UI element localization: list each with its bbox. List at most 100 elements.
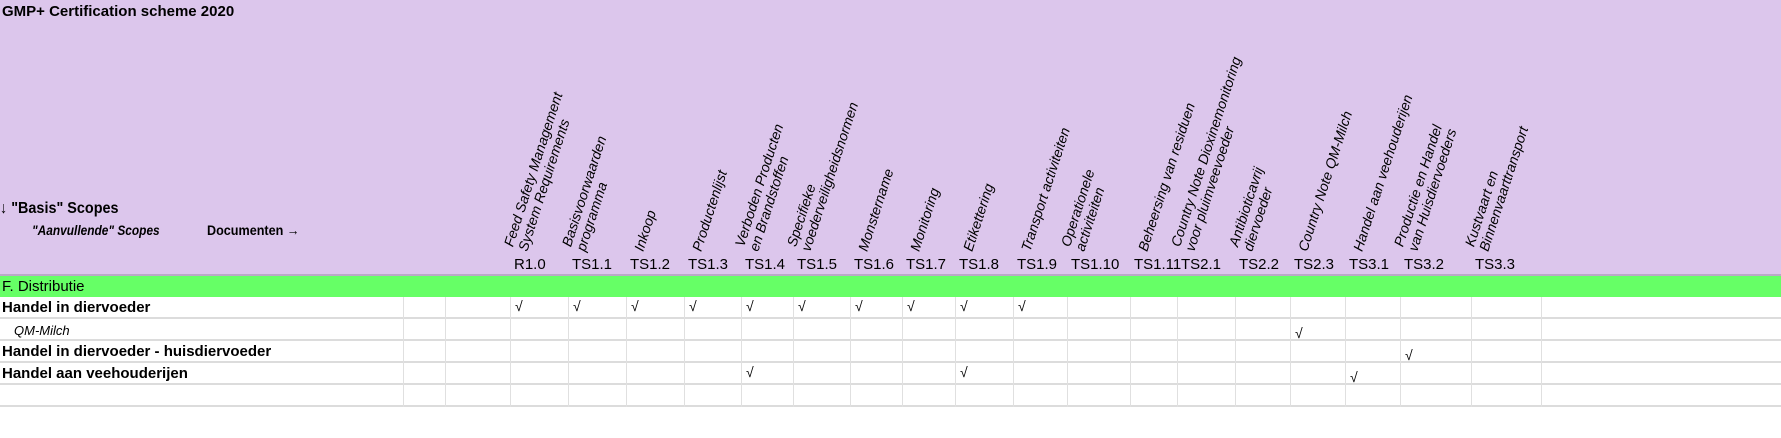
column-code[interactable]: TS1.1 xyxy=(572,256,613,273)
column-code[interactable]: TS1.5 xyxy=(797,256,838,273)
column-code[interactable]: TS1.3 xyxy=(688,256,729,273)
grid-line xyxy=(741,341,742,363)
grid-line xyxy=(902,363,903,385)
grid-line xyxy=(445,385,446,407)
grid-line xyxy=(850,385,851,407)
grid-line xyxy=(902,385,903,407)
column-code[interactable]: TS1.6 xyxy=(854,256,895,273)
grid-line xyxy=(445,319,446,341)
column-title: Etikettering xyxy=(959,181,997,253)
column-code[interactable]: TS3.2 xyxy=(1404,256,1445,273)
grid-line xyxy=(850,297,851,319)
column-code[interactable]: TS1.10 xyxy=(1071,256,1120,273)
grid-line xyxy=(403,341,404,363)
grid-line xyxy=(445,297,446,319)
check-mark[interactable]: √ xyxy=(573,298,581,314)
grid-line xyxy=(510,319,511,341)
row-label[interactable]: Handel in diervoeder xyxy=(2,299,151,316)
column-title: Operationele activiteiten xyxy=(1057,167,1108,253)
check-mark[interactable]: √ xyxy=(960,364,968,380)
column-code[interactable]: TS1.2 xyxy=(630,256,671,273)
row-label[interactable]: Handel in diervoeder - huisdiervoeder xyxy=(2,343,272,360)
grid-line xyxy=(902,297,903,319)
table-row: QM-Milch √ xyxy=(0,319,1781,341)
row-label[interactable]: Handel aan veehouderijen xyxy=(2,365,188,382)
grid-line xyxy=(1345,363,1346,385)
grid-line xyxy=(1177,341,1178,363)
basis-scopes-label: ↓ "Basis" Scopes xyxy=(0,200,119,217)
grid-line xyxy=(955,297,956,319)
grid-line xyxy=(445,363,446,385)
check-mark[interactable]: √ xyxy=(1018,298,1026,314)
check-mark[interactable]: √ xyxy=(907,298,915,314)
grid-line xyxy=(510,341,511,363)
column-code[interactable]: TS1.4 xyxy=(745,256,786,273)
check-mark[interactable]: √ xyxy=(855,298,863,314)
check-mark[interactable]: √ xyxy=(746,298,754,314)
grid-line xyxy=(955,385,956,407)
column-code[interactable]: TS1.11 xyxy=(1134,256,1182,273)
grid-line xyxy=(403,319,404,341)
grid-line xyxy=(403,363,404,385)
grid-line xyxy=(1541,297,1542,319)
grid-line xyxy=(626,385,627,407)
column-code[interactable]: TS2.3 xyxy=(1294,256,1335,273)
row-label[interactable]: QM-Milch xyxy=(14,323,70,338)
grid-line xyxy=(1235,297,1236,319)
grid-line xyxy=(1345,385,1346,407)
grid-line xyxy=(1290,319,1291,341)
check-mark[interactable]: √ xyxy=(689,298,697,314)
grid-line xyxy=(1235,319,1236,341)
grid-line xyxy=(1400,385,1401,407)
grid-line xyxy=(626,341,627,363)
grid-line xyxy=(902,319,903,341)
check-mark[interactable]: √ xyxy=(1295,325,1303,341)
grid-line xyxy=(1235,385,1236,407)
grid-line xyxy=(1177,297,1178,319)
column-title: Basisvoorwaarden programma xyxy=(558,133,611,253)
column-code[interactable]: TS3.3 xyxy=(1475,256,1516,273)
check-mark[interactable]: √ xyxy=(746,364,754,380)
grid-line xyxy=(445,341,446,363)
grid-line xyxy=(850,341,851,363)
column-code[interactable]: TS1.9 xyxy=(1017,256,1058,273)
grid-line xyxy=(793,385,794,407)
grid-line xyxy=(1471,341,1472,363)
column-code[interactable]: TS1.7 xyxy=(906,256,947,273)
grid-line xyxy=(1177,319,1178,341)
table-row: Handel in diervoeder √ √ √ √ √ √ √ √ √ √ xyxy=(0,297,1781,319)
check-mark[interactable]: √ xyxy=(1350,369,1358,385)
column-code[interactable]: R1.0 xyxy=(514,256,546,273)
column-code[interactable]: TS2.1 xyxy=(1181,256,1222,273)
table-row: Handel in diervoeder - huisdiervoeder √ xyxy=(0,341,1781,363)
grid-line xyxy=(684,363,685,385)
column-code[interactable]: TS3.1 xyxy=(1349,256,1390,273)
grid-line xyxy=(1400,363,1401,385)
check-mark[interactable]: √ xyxy=(798,298,806,314)
column-title: Inkoop xyxy=(630,208,659,253)
grid-line xyxy=(403,385,404,407)
section-row-distributie[interactable]: F. Distributie xyxy=(0,276,1781,297)
column-title: Productie en Handel van Huisdiervoeders xyxy=(1390,122,1460,253)
grid-line xyxy=(850,319,851,341)
grid-line xyxy=(1400,341,1401,363)
check-mark[interactable]: √ xyxy=(1405,347,1413,363)
grid-line xyxy=(1013,297,1014,319)
check-mark[interactable]: √ xyxy=(515,298,523,314)
grid-line xyxy=(741,319,742,341)
grid-line xyxy=(626,363,627,385)
grid-line xyxy=(1400,319,1401,341)
check-mark[interactable]: √ xyxy=(960,298,968,314)
grid-line xyxy=(1541,319,1542,341)
column-code[interactable]: TS1.8 xyxy=(959,256,1000,273)
check-mark[interactable]: √ xyxy=(631,298,639,314)
grid-line xyxy=(684,341,685,363)
grid-line xyxy=(1013,363,1014,385)
grid-line xyxy=(793,297,794,319)
aanvullende-scopes-label: "Aanvullende" Scopes xyxy=(32,222,160,238)
column-code[interactable]: TS2.2 xyxy=(1239,256,1280,273)
table-row: Handel aan veehouderijen √ √ √ xyxy=(0,363,1781,385)
grid-line xyxy=(1067,363,1068,385)
grid-line xyxy=(1541,341,1542,363)
grid-line xyxy=(1067,341,1068,363)
